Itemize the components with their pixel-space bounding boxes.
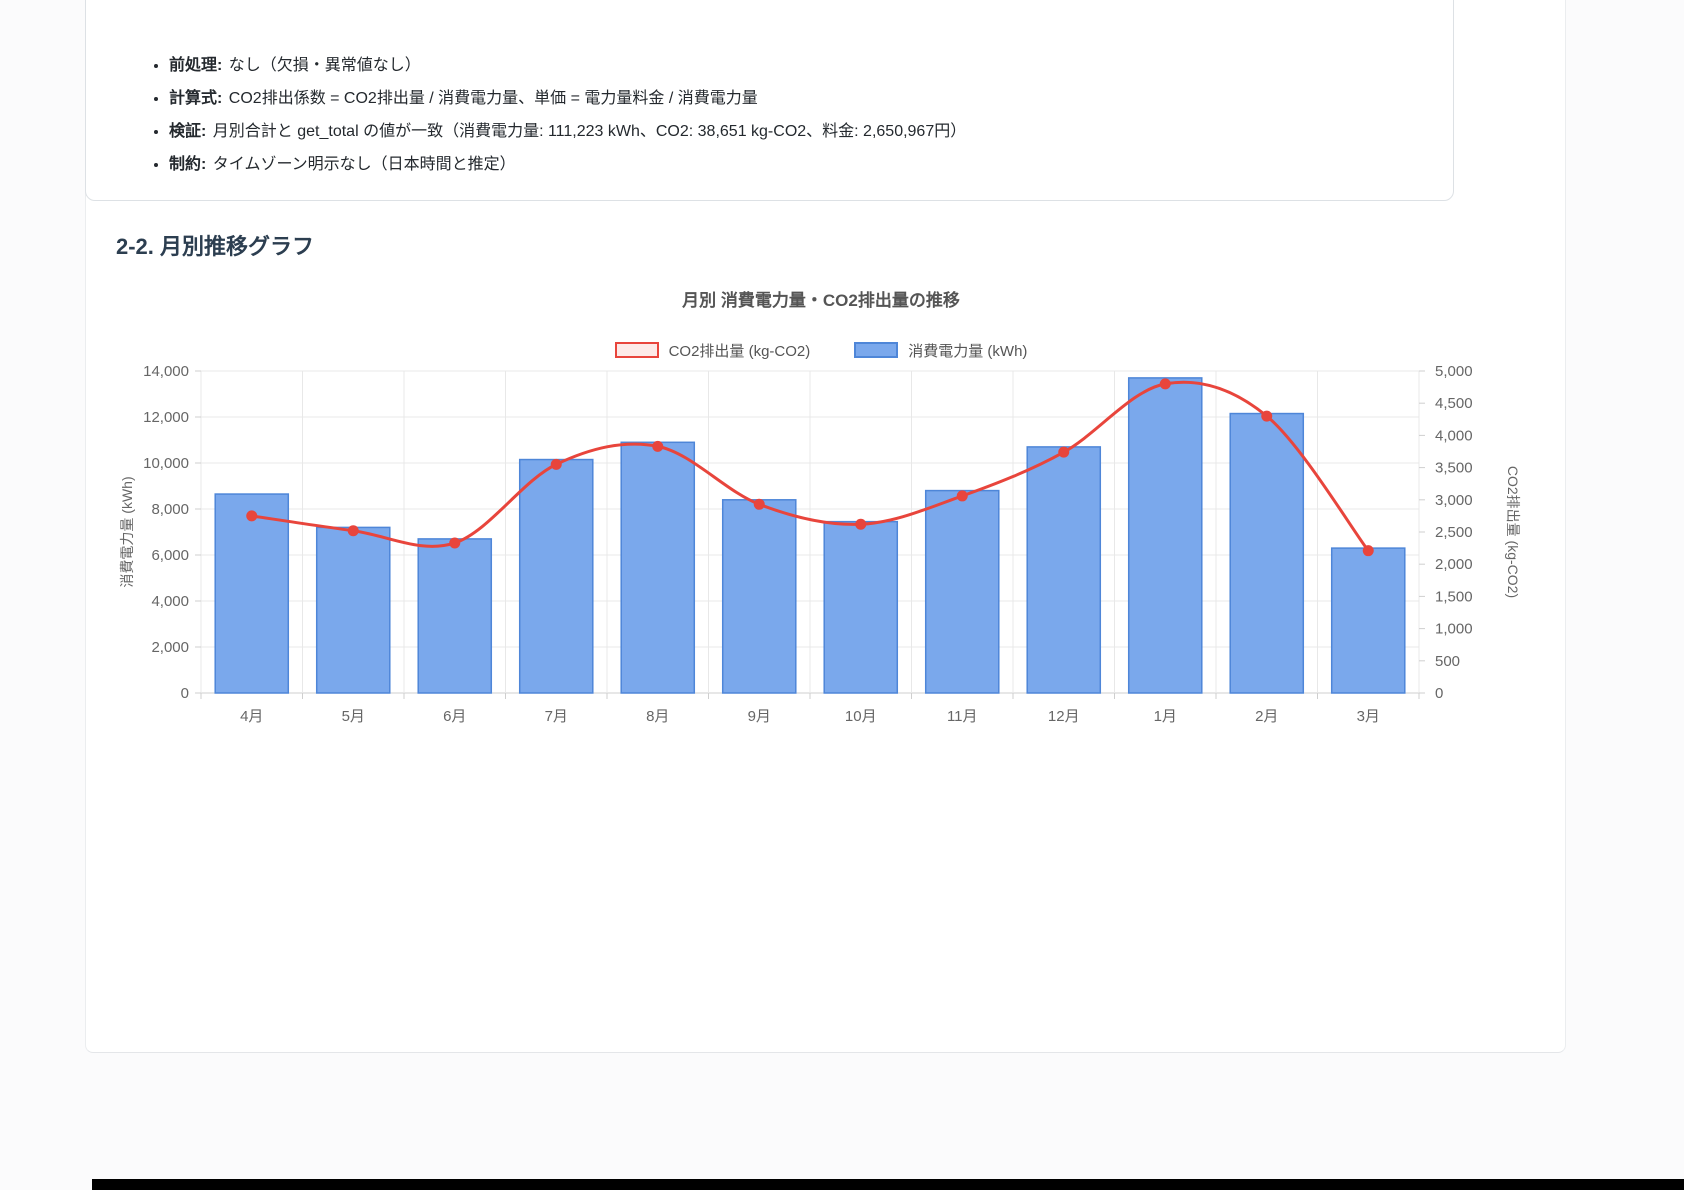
svg-text:4月: 4月 xyxy=(240,708,263,725)
svg-text:2,000: 2,000 xyxy=(1435,556,1473,573)
legend-item[interactable]: CO2排出量 (kg-CO2) xyxy=(614,340,811,361)
legend-swatch xyxy=(614,342,659,358)
svg-text:4,500: 4,500 xyxy=(1435,395,1473,412)
monthly-trend-chart[interactable]: 0 2,000 4,000 6,000 8,000 10,000 12,000 14,000 0… xyxy=(116,361,1526,733)
svg-text:2月: 2月 xyxy=(1255,708,1278,725)
svg-text:11月: 11月 xyxy=(947,708,978,725)
svg-text:2,000: 2,000 xyxy=(151,639,189,656)
svg-text:0: 0 xyxy=(181,685,189,702)
note-label: 検証: xyxy=(169,123,207,140)
note-item: 制約: タイムゾーン明示なし（日本時間と推定） xyxy=(169,153,1425,177)
svg-text:10,000: 10,000 xyxy=(143,455,189,472)
report-content-panel: 前処理: なし（欠損・異常値なし） 計算式: CO2排出係数 = CO2排出量 /… xyxy=(85,0,1566,1053)
chart-block: 月別 消費電力量・CO2排出量の推移 CO2排出量 (kg-CO2) 消費電力量 … xyxy=(116,291,1526,733)
svg-text:5月: 5月 xyxy=(342,708,365,725)
note-item: 前処理: なし（欠損・異常値なし） xyxy=(169,54,1425,78)
svg-text:3,000: 3,000 xyxy=(1435,492,1473,509)
svg-text:8,000: 8,000 xyxy=(151,501,189,518)
svg-text:12,000: 12,000 xyxy=(143,409,189,426)
svg-text:0: 0 xyxy=(1435,685,1443,702)
svg-text:4,000: 4,000 xyxy=(1435,427,1473,444)
notes-list: 前処理: なし（欠損・異常値なし） 計算式: CO2排出係数 = CO2排出量 /… xyxy=(114,54,1425,177)
note-label: 前処理: xyxy=(169,57,223,74)
svg-text:9月: 9月 xyxy=(748,708,771,725)
window-bottom-edge xyxy=(92,1179,1684,1190)
svg-text:14,000: 14,000 xyxy=(143,363,189,380)
svg-text:2,500: 2,500 xyxy=(1435,524,1473,541)
svg-text:1月: 1月 xyxy=(1154,708,1177,725)
bar-series xyxy=(214,377,1406,694)
svg-text:5,000: 5,000 xyxy=(1435,363,1473,380)
note-item: 検証: 月別合計と get_total の値が一致（消費電力量: 111,223… xyxy=(169,120,1425,144)
svg-text:10月: 10月 xyxy=(845,708,877,725)
notes-box: 前処理: なし（欠損・異常値なし） 計算式: CO2排出係数 = CO2排出量 /… xyxy=(85,0,1454,201)
svg-text:500: 500 xyxy=(1435,653,1460,670)
legend-label: CO2排出量 (kg-CO2) xyxy=(668,342,811,360)
svg-text:3,500: 3,500 xyxy=(1435,460,1473,477)
svg-text:1,000: 1,000 xyxy=(1435,621,1473,638)
svg-text:6月: 6月 xyxy=(443,708,466,725)
svg-text:消費電力量 (kWh): 消費電力量 (kWh) xyxy=(119,476,135,587)
chart-legend: CO2排出量 (kg-CO2) 消費電力量 (kWh) xyxy=(116,340,1526,361)
svg-text:3月: 3月 xyxy=(1357,708,1380,725)
svg-text:7月: 7月 xyxy=(545,708,568,725)
legend-item[interactable]: 消費電力量 (kWh) xyxy=(854,340,1027,361)
note-label: 計算式: xyxy=(169,90,223,107)
svg-text:6,000: 6,000 xyxy=(151,547,189,564)
legend-label: 消費電力量 (kWh) xyxy=(908,342,1028,360)
svg-text:12月: 12月 xyxy=(1048,708,1080,725)
note-label: 制約: xyxy=(169,156,207,173)
svg-text:1,500: 1,500 xyxy=(1435,588,1473,605)
chart-title: 月別 消費電力量・CO2排出量の推移 xyxy=(682,291,960,310)
svg-text:CO2排出量 (kg-CO2): CO2排出量 (kg-CO2) xyxy=(1505,466,1521,598)
svg-text:4,000: 4,000 xyxy=(151,593,189,610)
legend-swatch xyxy=(854,342,899,358)
section-heading: 2-2. 月別推移グラフ xyxy=(116,234,315,259)
note-item: 計算式: CO2排出係数 = CO2排出量 / 消費電力量、単価 = 電力量料金… xyxy=(169,87,1425,111)
svg-text:8月: 8月 xyxy=(646,708,669,725)
